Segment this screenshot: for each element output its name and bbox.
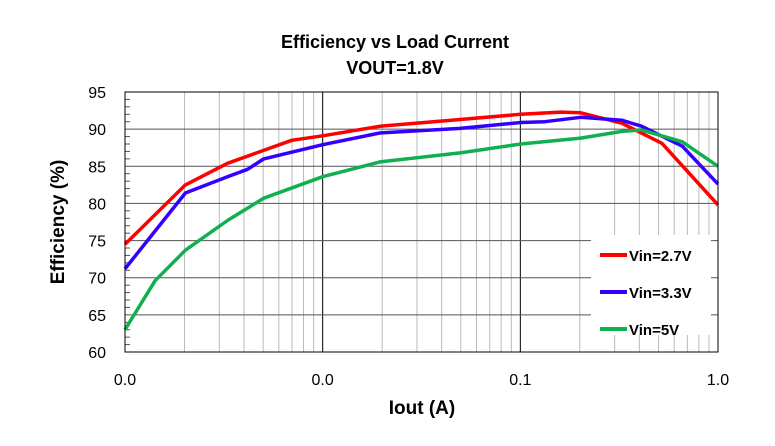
x-tick-label: 0.1 <box>509 372 531 389</box>
legend-label: Vin=3.3V <box>629 285 692 302</box>
chart-title: Efficiency vs Load Current <box>281 32 509 52</box>
y-tick-labels: 95 90 85 80 75 70 65 60 <box>88 85 106 362</box>
chart-subtitle: VOUT=1.8V <box>346 58 444 78</box>
x-axis-label: Iout (A) <box>389 398 455 419</box>
y-tick-label: 75 <box>88 234 106 251</box>
y-tick-label: 85 <box>88 159 106 176</box>
plot-frame <box>124 91 719 353</box>
x-tick-label: 0.0 <box>312 372 334 389</box>
y-tick-label: 95 <box>88 85 106 102</box>
series-line-vin-3-3v <box>123 115 720 270</box>
legend-label: Vin=5V <box>629 322 679 339</box>
y-tick-label: 70 <box>88 271 106 288</box>
series-line-vin-5v <box>123 128 719 331</box>
x-tick-label: 0.0 <box>114 372 136 389</box>
series-line-vin-2-7v <box>123 110 720 246</box>
y-tick-label: 65 <box>88 308 106 325</box>
y-tick-label: 80 <box>88 196 106 213</box>
legend-label: Vin=2.7V <box>629 248 692 265</box>
y-tick-label: 90 <box>88 122 106 139</box>
legend-box <box>591 235 711 335</box>
legend: Vin=2.7V Vin=3.3V Vin=5V <box>591 235 711 339</box>
series-lines <box>123 110 720 331</box>
y-axis-label: Efficiency (%) <box>48 160 69 285</box>
x-tick-labels: 0.0 0.0 0.1 1.0 <box>114 372 729 389</box>
y-tick-label: 60 <box>88 345 106 362</box>
x-tick-label: 1.0 <box>707 372 729 389</box>
